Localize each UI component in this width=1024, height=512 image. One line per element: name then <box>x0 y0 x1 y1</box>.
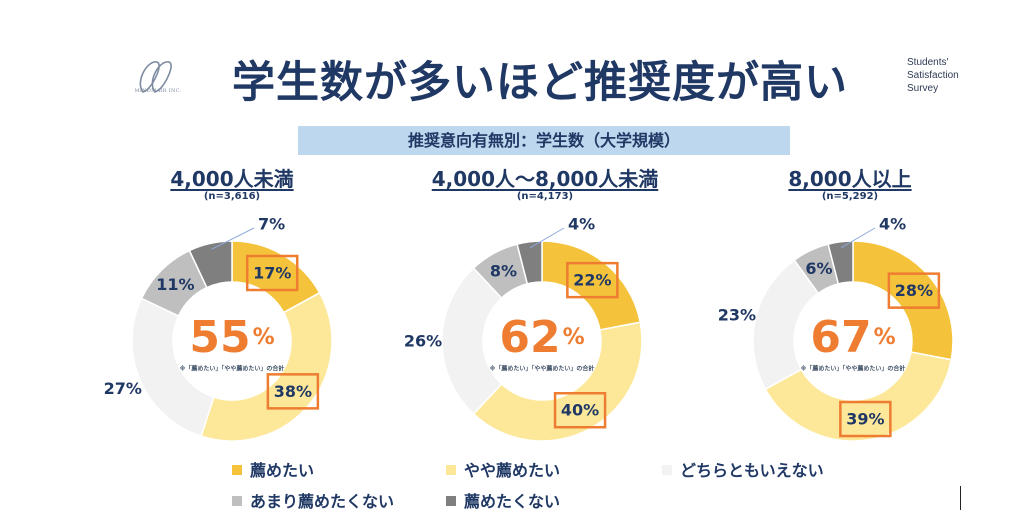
segment-label: 22% <box>573 271 611 290</box>
survey-label-line: Survey <box>907 83 939 94</box>
legend-item-neutral: どちらともいえない <box>662 457 824 481</box>
chart-subtitle: 推奨意向有無別：学生数（大学規模） <box>298 126 790 155</box>
highlight-box <box>266 373 320 410</box>
logo-text: MINDMAIR INC. <box>134 88 182 94</box>
legend-item-somewhat-recommend: やや薦めたい <box>446 457 560 481</box>
highlight-box <box>245 254 299 292</box>
highlight-box <box>566 261 619 299</box>
legend-item-not-really: あまり薦めたくない <box>232 488 394 512</box>
segment-label: 11% <box>156 275 194 294</box>
segment-label: 26% <box>404 332 442 351</box>
center-note: ※「薦めたい」「やや薦めたい」の合計 <box>801 365 906 373</box>
leader-line <box>211 227 255 250</box>
legend-item-recommend: 薦めたい <box>232 457 314 481</box>
highlight-box <box>553 391 607 429</box>
segment-label: 4% <box>568 215 595 234</box>
legend-swatch <box>446 496 456 506</box>
survey-label-line: Students' <box>907 57 949 68</box>
legend-label: やや薦めたい <box>464 461 561 480</box>
center-note: ※「薦めたい」「やや薦めたい」の合計 <box>490 365 595 373</box>
donut-segment-recommend <box>852 240 954 361</box>
segment-label: 6% <box>805 259 832 278</box>
legend-swatch <box>446 465 456 475</box>
donut-segment-neutral <box>441 267 503 415</box>
leader-line <box>529 227 565 249</box>
legend-swatch <box>662 465 672 475</box>
group-n-medium: (n=4,173) <box>516 191 574 202</box>
page-title: 学生数が多いほど推奨度が高い <box>232 58 848 108</box>
highlight-box <box>887 272 941 309</box>
center-total: 55% <box>189 312 274 363</box>
leader-line <box>840 227 876 249</box>
donut-segment-somewhat-recommend <box>764 351 953 442</box>
legend-label: あまり薦めたくない <box>250 492 395 511</box>
center-note: ※「薦めたい」「やや薦めたい」の合計 <box>180 365 285 373</box>
highlight-box <box>839 400 892 438</box>
group-title-large: 8,000人以上 <box>788 167 912 191</box>
donut-segment-not-recommend <box>827 240 854 285</box>
company-logo <box>139 61 172 94</box>
legend-swatch <box>232 496 242 506</box>
segment-label: 8% <box>490 261 517 280</box>
donut-segment-neutral <box>131 297 215 438</box>
center-total: 62% <box>499 312 584 363</box>
segment-label: 7% <box>258 215 285 234</box>
survey-label: Students' Satisfaction Survey <box>907 56 959 95</box>
group-n-large: (n=5,292) <box>821 191 879 202</box>
legend-label: 薦めたい <box>250 461 315 480</box>
segment-label: 39% <box>846 410 884 429</box>
segment-label: 28% <box>895 281 933 300</box>
legend-label: どちらともいえない <box>680 461 824 480</box>
segment-label: 40% <box>561 401 599 420</box>
donut-segment-not-recommend <box>188 240 233 289</box>
survey-label-line: Satisfaction <box>907 70 959 81</box>
segment-label: 38% <box>274 382 312 401</box>
donut-segment-somewhat-recommend <box>472 321 643 442</box>
donut-segment-not-recommend <box>516 240 543 285</box>
segment-label: 23% <box>718 306 756 325</box>
segment-label: 17% <box>253 264 291 283</box>
segment-label: 27% <box>104 379 142 398</box>
legend-item-not-recommend: 薦めたくない <box>446 488 560 512</box>
center-total: 67% <box>810 312 895 363</box>
donut-segment-somewhat-recommend <box>200 291 333 442</box>
text-cursor <box>960 486 961 510</box>
group-title-small: 4,000人未満 <box>170 167 294 191</box>
legend-swatch <box>232 465 242 475</box>
legend-label: 薦めたくない <box>464 492 561 511</box>
group-n-small: (n=3,616) <box>203 191 261 202</box>
group-title-medium: 4,000人～8,000人未満 <box>431 167 659 191</box>
segment-label: 4% <box>879 215 906 234</box>
